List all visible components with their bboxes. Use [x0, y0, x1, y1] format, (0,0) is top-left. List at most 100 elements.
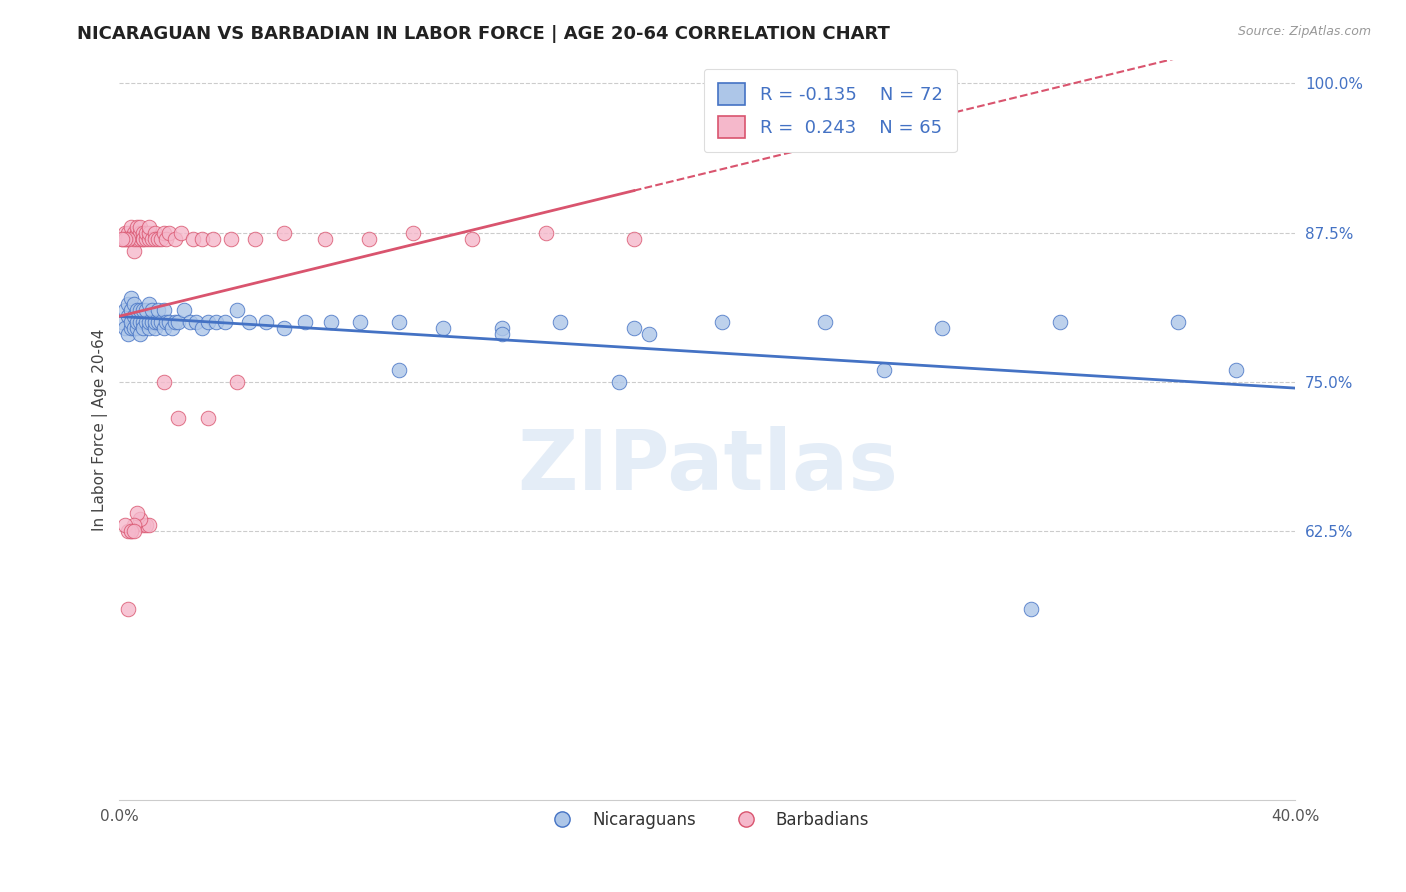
Point: [125, 303, 148, 318]
Point: [149, 315, 172, 329]
Point: [167, 315, 190, 329]
Point: [143, 321, 166, 335]
Point: [388, 315, 411, 329]
Point: [117, 226, 139, 240]
Point: [534, 226, 557, 240]
Point: [872, 363, 894, 377]
Point: [167, 410, 190, 425]
Point: [125, 226, 148, 240]
Point: [114, 303, 136, 318]
Point: [388, 363, 411, 377]
Point: [1019, 601, 1042, 615]
Point: [146, 232, 169, 246]
Point: [170, 226, 193, 240]
Point: [146, 315, 169, 329]
Point: [226, 375, 249, 389]
Point: [402, 226, 425, 240]
Point: [243, 232, 266, 246]
Point: [607, 375, 630, 389]
Point: [138, 518, 160, 533]
Point: [122, 232, 145, 246]
Point: [359, 232, 381, 246]
Point: [1167, 315, 1189, 329]
Point: [152, 375, 174, 389]
Point: [143, 315, 166, 329]
Point: [711, 315, 734, 329]
Point: [120, 291, 142, 305]
Point: [122, 524, 145, 538]
Point: [111, 315, 134, 329]
Point: [117, 232, 139, 246]
Point: [155, 232, 177, 246]
Point: [132, 315, 155, 329]
Point: [202, 232, 225, 246]
Point: [814, 315, 837, 329]
Point: [181, 232, 204, 246]
Point: [152, 226, 174, 240]
Point: [1225, 363, 1247, 377]
Point: [129, 232, 152, 246]
Point: [125, 506, 148, 520]
Point: [138, 232, 160, 246]
Point: [432, 321, 454, 335]
Point: [125, 315, 148, 329]
Point: [120, 219, 142, 234]
Point: [155, 315, 177, 329]
Point: [120, 315, 142, 329]
Point: [122, 226, 145, 240]
Point: [114, 226, 136, 240]
Point: [132, 232, 155, 246]
Point: [122, 244, 145, 258]
Point: [120, 524, 142, 538]
Point: [117, 297, 139, 311]
Point: [190, 232, 212, 246]
Point: [197, 315, 219, 329]
Point: [111, 232, 134, 246]
Point: [273, 321, 295, 335]
Point: [179, 315, 201, 329]
Text: Source: ZipAtlas.com: Source: ZipAtlas.com: [1237, 25, 1371, 38]
Point: [149, 232, 172, 246]
Point: [129, 303, 152, 318]
Point: [132, 321, 155, 335]
Point: [141, 232, 163, 246]
Point: [491, 327, 513, 342]
Point: [129, 327, 152, 342]
Point: [114, 232, 136, 246]
Point: [294, 315, 316, 329]
Point: [129, 315, 152, 329]
Point: [129, 219, 152, 234]
Point: [138, 219, 160, 234]
Y-axis label: In Labor Force | Age 20-64: In Labor Force | Age 20-64: [93, 328, 108, 531]
Point: [117, 309, 139, 323]
Point: [135, 315, 157, 329]
Point: [125, 219, 148, 234]
Point: [238, 315, 260, 329]
Point: [273, 226, 295, 240]
Text: NICARAGUAN VS BARBADIAN IN LABOR FORCE | AGE 20-64 CORRELATION CHART: NICARAGUAN VS BARBADIAN IN LABOR FORCE |…: [77, 25, 890, 43]
Point: [314, 232, 336, 246]
Point: [143, 226, 166, 240]
Point: [129, 226, 152, 240]
Point: [157, 315, 180, 329]
Point: [173, 303, 195, 318]
Point: [190, 321, 212, 335]
Point: [122, 309, 145, 323]
Point: [146, 303, 169, 318]
Point: [117, 327, 139, 342]
Point: [219, 232, 242, 246]
Point: [135, 226, 157, 240]
Point: [197, 410, 219, 425]
Point: [132, 226, 155, 240]
Point: [637, 327, 659, 342]
Point: [931, 321, 953, 335]
Point: [129, 512, 152, 526]
Point: [623, 232, 645, 246]
Point: [550, 315, 572, 329]
Legend: Nicaraguans, Barbadians: Nicaraguans, Barbadians: [538, 805, 876, 836]
Point: [214, 315, 236, 329]
Point: [138, 297, 160, 311]
Point: [120, 524, 142, 538]
Point: [138, 315, 160, 329]
Point: [138, 226, 160, 240]
